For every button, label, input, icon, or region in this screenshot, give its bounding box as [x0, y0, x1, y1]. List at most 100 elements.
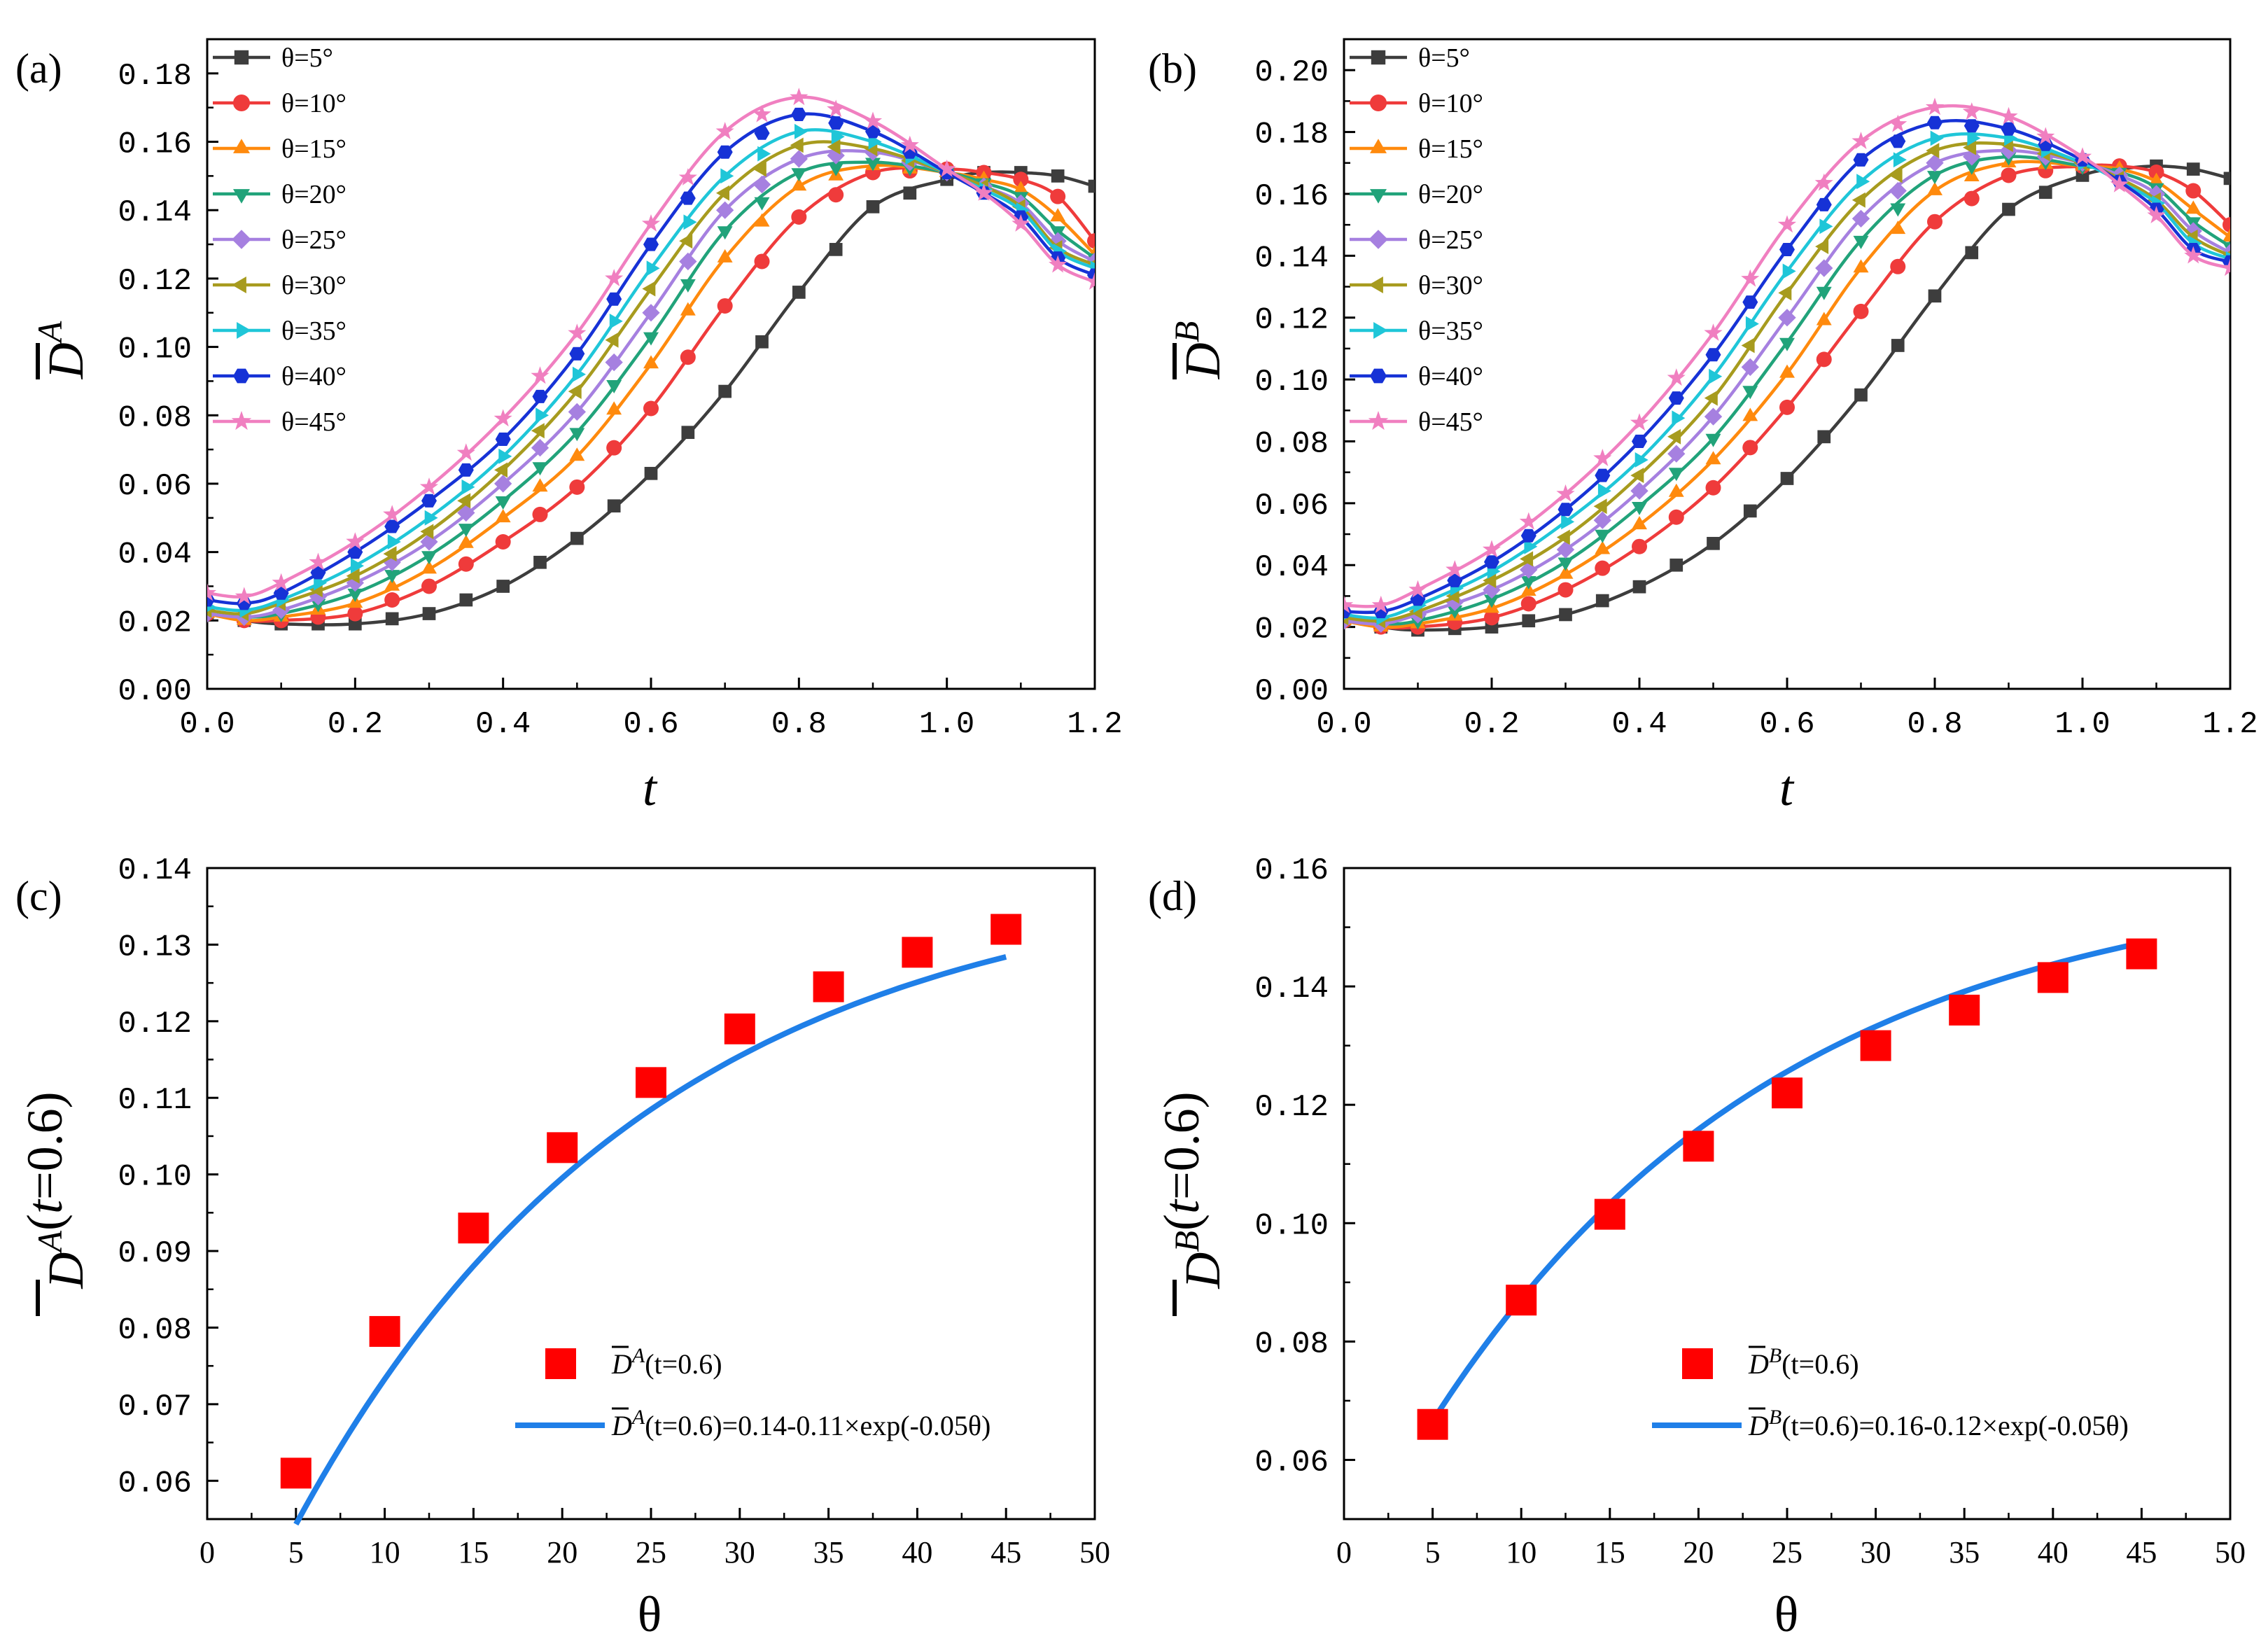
series-point: [531, 439, 550, 457]
y-axis-title-text: DA: [30, 321, 94, 379]
series-point: [1630, 468, 1644, 483]
x-tick-label: 35: [1949, 1535, 1980, 1569]
series-point: [900, 135, 919, 153]
legend-label-points: DA(t=0.6): [611, 1344, 722, 1380]
legend-label: θ=25°: [281, 225, 346, 255]
series-point: [1484, 594, 1499, 608]
y-tick-label: 0.02: [1254, 613, 1329, 648]
series-point: [272, 573, 290, 591]
series-point: [1632, 502, 1647, 515]
series-point: [533, 555, 547, 569]
y-tick-label: 0.08: [1254, 1327, 1329, 1362]
legend-label: θ=30°: [281, 271, 346, 300]
series-point: [1520, 596, 1536, 612]
series-point: [720, 168, 734, 184]
y-axis-title: DA: [30, 321, 94, 379]
series-point: [1707, 536, 1720, 550]
panel-label: (d): [1148, 873, 1197, 919]
series-point: [421, 560, 437, 574]
series-point: [865, 125, 881, 139]
series-point: [791, 107, 807, 121]
series-point: [422, 607, 436, 620]
series-point: [605, 269, 624, 286]
legend-tail: (t=0.6): [645, 1348, 722, 1380]
series-point: [351, 558, 364, 574]
series-point: [1705, 451, 1721, 465]
series-point: [461, 479, 475, 495]
series-point: [420, 533, 438, 551]
series-point: [2222, 228, 2230, 242]
series-point: [643, 237, 659, 251]
series-point: [2073, 147, 2092, 165]
series-point: [498, 448, 512, 464]
series-point: [1999, 141, 2018, 160]
panel-label: (a): [15, 46, 62, 92]
series-point: [2220, 258, 2230, 277]
legend-sup: B: [1769, 1344, 1782, 1367]
series-point: [207, 583, 217, 601]
series-point: [2186, 162, 2200, 176]
x-tick-label: 50: [1079, 1535, 1110, 1569]
x-tick-label: 5: [288, 1535, 304, 1569]
y-axis-title-paren: (: [1154, 1214, 1210, 1231]
y-tick-label: 0.14: [1254, 972, 1329, 1007]
y-axis-title: DB: [1167, 321, 1231, 380]
y-tick-label: 0.10: [1254, 365, 1329, 400]
series-point: [1011, 214, 1030, 232]
series-point: [1963, 161, 1980, 175]
series-point: [1051, 169, 1065, 183]
legend-marker: [1373, 322, 1388, 339]
data-points: [280, 914, 1022, 1489]
x-axis-ticks: 0 5 10 15 20 25 30 35 40 45 50: [200, 1508, 1110, 1569]
legend-label: θ=10°: [1418, 89, 1483, 118]
legend-marker: [1368, 411, 1389, 431]
x-tick-label: 25: [1772, 1535, 1802, 1569]
series-point: [1667, 445, 1686, 463]
data-point: [1683, 1131, 1714, 1162]
series-point: [752, 161, 766, 177]
series-point: [1819, 218, 1833, 235]
legend-marker: [1368, 277, 1383, 293]
x-tick-label: 30: [1861, 1535, 1891, 1569]
series-point: [1890, 134, 1906, 148]
series-point: [1742, 407, 1758, 421]
series-point: [1889, 114, 1907, 132]
series-point: [680, 349, 696, 365]
series-point: [1704, 407, 1723, 426]
series-point: [387, 534, 401, 550]
legend-label: θ=20°: [1418, 180, 1483, 209]
legend-main: D: [1748, 1410, 1769, 1441]
series-point: [1483, 573, 1497, 589]
series-point: [794, 123, 808, 139]
series-point: [1814, 173, 1833, 191]
series-point: [458, 534, 474, 548]
series-point: [347, 588, 363, 602]
series-point: [1890, 221, 1906, 235]
legend-marker: [233, 139, 250, 153]
series-point: [1484, 555, 1499, 569]
x-tick-label: 1.0: [919, 707, 974, 742]
series-point: [1890, 258, 1906, 274]
legend: θ=5° θ=10° θ=15° θ=20° θ=25° θ=30° θ=35° θ=40° θ…: [1350, 43, 1483, 437]
series-point: [1630, 413, 1649, 431]
x-axis-ticks: 0.0 0.2 0.4 0.6 0.8 1.0 1.2: [1316, 678, 2258, 742]
y-axis-title-text: DB: [1167, 321, 1231, 380]
y-tick-label: 0.07: [118, 1390, 192, 1425]
series-point: [1595, 529, 1611, 543]
series-point: [2038, 186, 2052, 200]
series-point: [606, 380, 622, 393]
series-point: [1709, 368, 1723, 384]
series-point: [680, 279, 696, 293]
y-axis-title-main: D: [38, 342, 94, 379]
series-point: [680, 191, 696, 205]
series-point: [1743, 504, 1757, 518]
series-point: [1520, 576, 1536, 589]
legend-sup: A: [631, 1344, 645, 1367]
series-point: [754, 126, 770, 140]
series-point: [642, 304, 660, 322]
y-axis-title-rest: =0.6): [1154, 1091, 1210, 1200]
series-point: [1561, 514, 1575, 530]
legend-marker: [1371, 50, 1386, 65]
series-point: [718, 384, 732, 398]
x-tick-label: 0.8: [771, 707, 827, 742]
